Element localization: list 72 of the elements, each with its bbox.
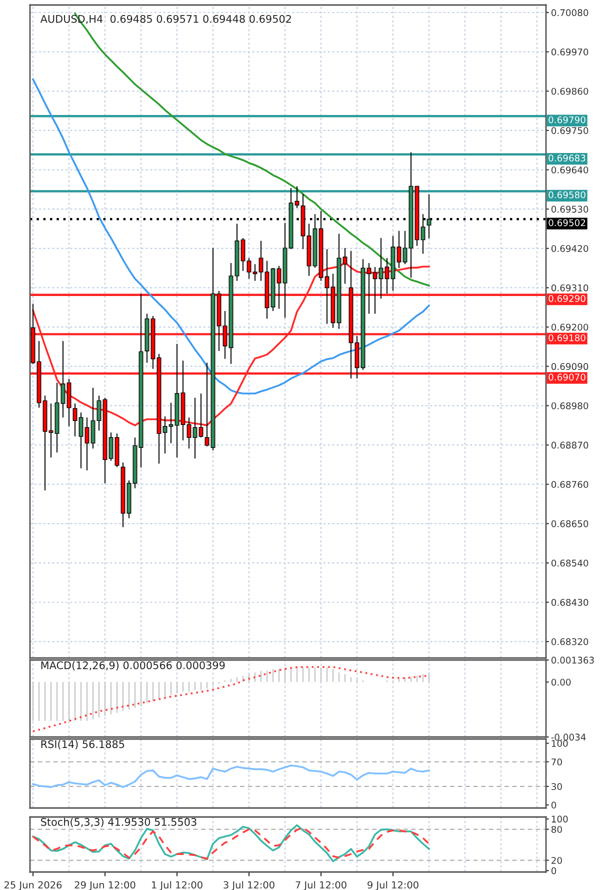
candlestick: [72, 403, 78, 437]
chart-title: Stoch(5,3,3) 41.9530 51.5503: [41, 818, 196, 828]
candlestick: [192, 397, 198, 460]
candlestick: [78, 412, 84, 469]
y-tick-label: 0.69750: [551, 127, 588, 134]
y-tick-label: 0.68320: [551, 638, 588, 646]
y-tick-label: 0: [551, 802, 556, 809]
x-tick-label: 1 Jul 12:00: [152, 881, 202, 890]
y-tick-label: 100: [552, 740, 568, 747]
ref-line-label: 0.69180: [548, 334, 586, 342]
candlestick: [240, 238, 246, 272]
y-tick-label: 0: [551, 867, 556, 874]
candlestick: [246, 258, 252, 280]
y-tick-label: 0.68430: [551, 598, 588, 606]
candlestick: [204, 362, 210, 447]
x-tick-label: 29 Jun 12:00: [74, 881, 136, 890]
y-tick-label: 0.69310: [551, 284, 588, 292]
candlestick: [378, 238, 384, 300]
y-tick-label: 0.69860: [551, 88, 588, 95]
candlestick: [90, 387, 96, 450]
line-series: [32, 78, 430, 394]
y-tick-label: 0.69420: [551, 245, 588, 252]
ref-line-label: 0.69790: [548, 116, 586, 124]
candlestick: [276, 265, 282, 310]
candlestick: [198, 393, 204, 438]
y-tick-label: 0.69200: [551, 324, 588, 331]
y-tick-label: 0.68870: [551, 442, 588, 449]
candlestick: [402, 230, 408, 265]
candlestick: [186, 416, 192, 450]
y-tick-label: 100: [552, 816, 568, 823]
line-series: [32, 764, 430, 788]
y-tick-label: 0.70080: [551, 9, 588, 16]
x-tick-label: 3 Jul 12:00: [224, 881, 274, 890]
candlestick: [96, 395, 102, 432]
y-tick-label: 20: [552, 856, 562, 864]
ref-line-label: 0.69683: [548, 154, 586, 162]
x-tick-label: 25 Jun 2026: [4, 881, 62, 890]
y-tick-label: 0.001363: [551, 656, 594, 664]
y-tick-label: 70: [552, 758, 562, 766]
ref-line-label: 0.69290: [548, 295, 586, 302]
candlestick: [60, 340, 66, 418]
y-tick-label: 0.00: [551, 678, 571, 686]
candlestick: [294, 186, 300, 208]
ref-line-label: 0.69070: [548, 374, 586, 381]
chart-title: MACD(12,26,9) 0.000566 0.000399: [41, 661, 225, 670]
y-tick-label: 30: [552, 783, 562, 790]
candlestick: [384, 258, 390, 294]
candlestick: [162, 416, 168, 454]
candlestick: [342, 248, 348, 284]
y-tick-label: -0.0034: [551, 734, 586, 741]
candlestick: [222, 310, 228, 360]
y-tick-label: 80: [551, 826, 562, 833]
ref-line-label: 0.69580: [548, 191, 586, 198]
x-tick-label: 7 Jul 12:00: [296, 881, 346, 890]
candlestick: [108, 432, 114, 462]
candlestick: [252, 264, 258, 282]
ref-line-label: 0.69502: [548, 219, 586, 226]
candlestick: [366, 262, 372, 314]
y-tick-label: 0.69090: [551, 363, 588, 370]
candlestick: [84, 416, 90, 471]
chart-title: RSI(14) 56.1885: [41, 740, 124, 750]
y-tick-label: 0.69640: [551, 166, 588, 174]
candlestick: [258, 240, 264, 282]
y-tick-label: 0.69530: [551, 206, 588, 213]
y-tick-label: 0.68650: [551, 520, 588, 528]
candlestick: [396, 230, 402, 269]
y-tick-label: 0.68540: [551, 560, 588, 567]
y-tick-label: 0.69970: [551, 48, 588, 56]
x-tick-label: 9 Jul 12:00: [368, 881, 418, 890]
y-tick-label: 0.68980: [551, 402, 588, 410]
y-tick-label: 0.68760: [551, 480, 588, 488]
candlestick: [48, 403, 54, 458]
